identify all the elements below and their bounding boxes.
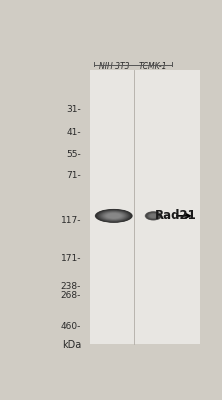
- Text: 31-: 31-: [66, 105, 81, 114]
- Ellipse shape: [147, 212, 160, 219]
- Ellipse shape: [145, 212, 162, 220]
- Text: 41-: 41-: [66, 128, 81, 137]
- Ellipse shape: [101, 211, 127, 221]
- Ellipse shape: [150, 214, 157, 218]
- Ellipse shape: [146, 212, 161, 220]
- Ellipse shape: [149, 214, 158, 218]
- Ellipse shape: [95, 209, 133, 223]
- Ellipse shape: [147, 213, 159, 219]
- Ellipse shape: [102, 212, 125, 220]
- Ellipse shape: [149, 213, 158, 218]
- Ellipse shape: [148, 213, 159, 219]
- Ellipse shape: [106, 213, 121, 219]
- Text: Rad21: Rad21: [155, 209, 196, 222]
- Ellipse shape: [95, 209, 132, 222]
- Ellipse shape: [105, 212, 123, 219]
- Ellipse shape: [97, 210, 130, 222]
- Ellipse shape: [100, 211, 127, 221]
- Ellipse shape: [104, 212, 123, 219]
- Text: 460-: 460-: [61, 322, 81, 331]
- Ellipse shape: [149, 214, 157, 218]
- Ellipse shape: [99, 210, 129, 221]
- Ellipse shape: [107, 213, 121, 218]
- Ellipse shape: [145, 211, 162, 220]
- FancyBboxPatch shape: [90, 70, 200, 344]
- Ellipse shape: [98, 210, 129, 222]
- Ellipse shape: [103, 212, 124, 220]
- Ellipse shape: [146, 212, 161, 220]
- Text: 71-: 71-: [66, 171, 81, 180]
- Ellipse shape: [96, 210, 131, 222]
- Text: 268-: 268-: [61, 292, 81, 300]
- Ellipse shape: [97, 210, 131, 222]
- Ellipse shape: [147, 212, 160, 220]
- Text: TCMK-1: TCMK-1: [139, 62, 168, 71]
- Text: kDa: kDa: [62, 340, 81, 350]
- Text: 238-: 238-: [61, 282, 81, 291]
- Text: 171-: 171-: [61, 254, 81, 264]
- Ellipse shape: [103, 212, 125, 220]
- Text: NIH 3T3: NIH 3T3: [99, 62, 129, 71]
- Ellipse shape: [105, 213, 122, 219]
- Ellipse shape: [101, 211, 126, 220]
- Ellipse shape: [99, 211, 128, 221]
- Text: 117-: 117-: [61, 216, 81, 225]
- Ellipse shape: [148, 213, 159, 219]
- Text: 55-: 55-: [66, 150, 81, 159]
